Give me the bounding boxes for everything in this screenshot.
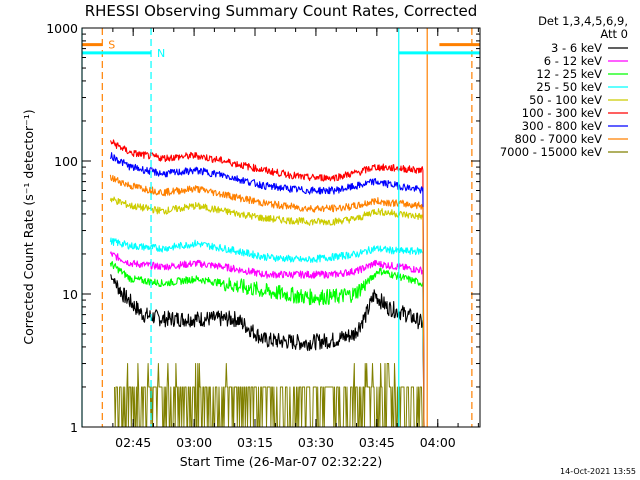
x-tick-label: 03:15 — [237, 435, 273, 450]
series-line-25-50-kev — [109, 237, 425, 428]
legend-entry-label: 3 - 6 keV — [551, 41, 602, 55]
series-line-800-7000-kev — [109, 174, 425, 428]
legend-header-line-1: Det 1,3,4,5,6,9, — [538, 14, 628, 28]
chart-title: RHESSI Observing Summary Count Rates, Co… — [85, 2, 478, 20]
flag-label-s: S — [108, 39, 115, 52]
series-line-6-12-kev — [109, 251, 425, 428]
legend-entry-label: 25 - 50 keV — [536, 80, 602, 94]
legend-entry-label: 50 - 100 keV — [529, 93, 602, 107]
y-tick-label: 1 — [70, 420, 78, 435]
legend-entry-label: 7000 - 15000 keV — [500, 145, 602, 159]
series-line-300-800-kev — [109, 152, 425, 428]
legend-entry-label: 800 - 7000 keV — [514, 132, 602, 146]
series-line-3-6-kev — [110, 274, 425, 428]
x-tick-label: 04:00 — [420, 435, 456, 450]
plot-frame — [81, 27, 481, 428]
x-tick-label: 02:45 — [115, 435, 151, 450]
legend-entry-label: 12 - 25 keV — [536, 67, 602, 81]
y-tick-label: 1000 — [46, 21, 78, 36]
y-tick-label: 100 — [54, 154, 78, 169]
series-line-50-100-kev — [109, 196, 425, 428]
series-line-12-25-kev — [109, 261, 425, 428]
y-tick-label: 10 — [62, 287, 78, 302]
series-layer — [109, 139, 425, 428]
series-line-7000-15000-kev — [114, 363, 423, 428]
x-tick-label: 03:00 — [176, 435, 212, 450]
x-tick-label: 03:30 — [298, 435, 334, 450]
y-axis-label: Corrected Count Rate (s⁻¹ detector⁻¹) — [21, 109, 36, 344]
x-axis-label: Start Time (26-Mar-07 02:32:22) — [180, 454, 383, 469]
x-tick-label: 03:45 — [359, 435, 395, 450]
legend-entry-label: 6 - 12 keV — [544, 54, 602, 68]
flag-label-n: N — [157, 47, 165, 60]
footer-timestamp: 14-Oct-2021 13:55 — [560, 467, 636, 476]
legend-header-line-2: Att 0 — [600, 27, 628, 41]
axis-layer: 02:45 03:00 03:15 03:30 03:45 04:00 1 10 100 1000 — [46, 21, 480, 450]
legend-entry-label: 100 - 300 keV — [522, 106, 602, 120]
series-line-100-300-kev — [109, 139, 425, 428]
legend-entry-label: 300 - 800 keV — [522, 119, 602, 133]
